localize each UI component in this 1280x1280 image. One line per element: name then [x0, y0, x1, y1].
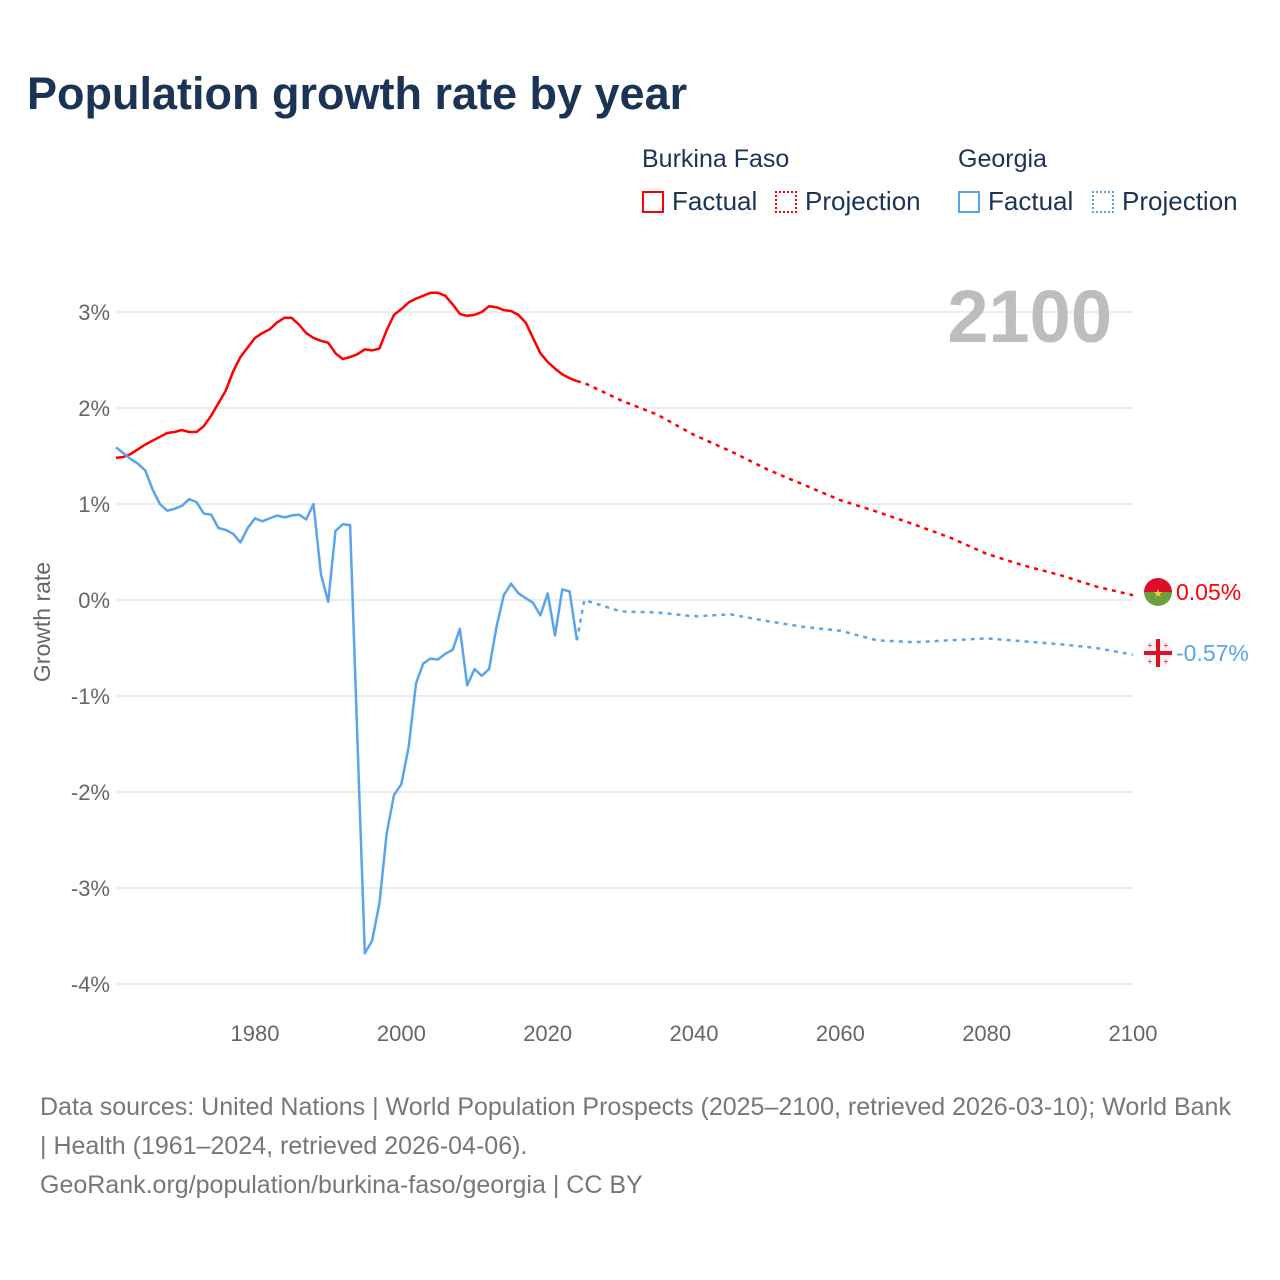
georgia-factual-line: [115, 446, 579, 955]
legend-label: Factual: [988, 186, 1074, 216]
x-tick-label: 2000: [377, 1021, 426, 1046]
y-tick-label: -3%: [71, 876, 110, 901]
legend-group-burkina-faso: Burkina Faso: [642, 145, 790, 173]
legend-swatch-dotted: [775, 190, 797, 213]
legend-swatch-dotted: [1092, 190, 1114, 213]
legend-label: Projection: [1122, 186, 1238, 216]
svg-text:+: +: [1164, 641, 1169, 650]
x-tick-label: 2100: [1109, 1021, 1158, 1046]
data-sources: Data sources: United Nations | World Pop…: [40, 1093, 1231, 1160]
legend-swatch-solid: [958, 190, 980, 213]
y-tick-label: -4%: [71, 972, 110, 997]
legend-georgia-factual[interactable]: Factual: [958, 186, 1073, 217]
burkina-end-label: 0.05%: [1176, 579, 1241, 605]
chart-title: Population growth rate by year: [27, 68, 688, 119]
legend-burkina-projection[interactable]: Projection: [775, 186, 921, 217]
svg-text:+: +: [1164, 657, 1169, 666]
legend-label: Factual: [672, 186, 758, 216]
georgia-flag-icon: + + + +: [1144, 639, 1172, 667]
svg-text:+: +: [1148, 641, 1153, 650]
x-tick-label: 2020: [523, 1021, 572, 1046]
legend-burkina-factual[interactable]: Factual: [642, 186, 757, 217]
y-tick-label: -1%: [71, 684, 110, 709]
legend-group-georgia: Georgia: [958, 145, 1047, 173]
legend-label: Projection: [805, 186, 921, 216]
burkina-faso-projection-line: [576, 379, 1134, 597]
footer: Data sources: United Nations | World Pop…: [40, 1088, 1240, 1205]
y-tick-label: -2%: [71, 780, 110, 805]
x-tick-label: 1980: [231, 1021, 280, 1046]
georgia-projection-line: [575, 598, 1134, 656]
x-tick-label: 2080: [962, 1021, 1011, 1046]
year-watermark: 2100: [947, 275, 1112, 358]
svg-text:+: +: [1148, 657, 1153, 666]
y-tick-label: 2%: [78, 396, 110, 421]
x-tick-label: 2060: [816, 1021, 865, 1046]
y-tick-label: 1%: [78, 492, 110, 517]
source-link[interactable]: GeoRank.org/population/burkina-faso/geor…: [40, 1171, 643, 1199]
legend-georgia-projection[interactable]: Projection: [1092, 186, 1238, 217]
legend-swatch-solid: [642, 190, 664, 213]
burkina-faso-flag-icon: ★: [1144, 578, 1172, 606]
y-tick-label: 3%: [78, 300, 110, 325]
svg-text:★: ★: [1153, 588, 1163, 600]
y-axis-title: Growth rate: [29, 562, 55, 682]
x-tick-label: 2040: [670, 1021, 719, 1046]
burkina-faso-factual-line: [115, 291, 578, 460]
y-tick-label: 0%: [78, 588, 110, 613]
georgia-end-label: -0.57%: [1176, 640, 1249, 666]
